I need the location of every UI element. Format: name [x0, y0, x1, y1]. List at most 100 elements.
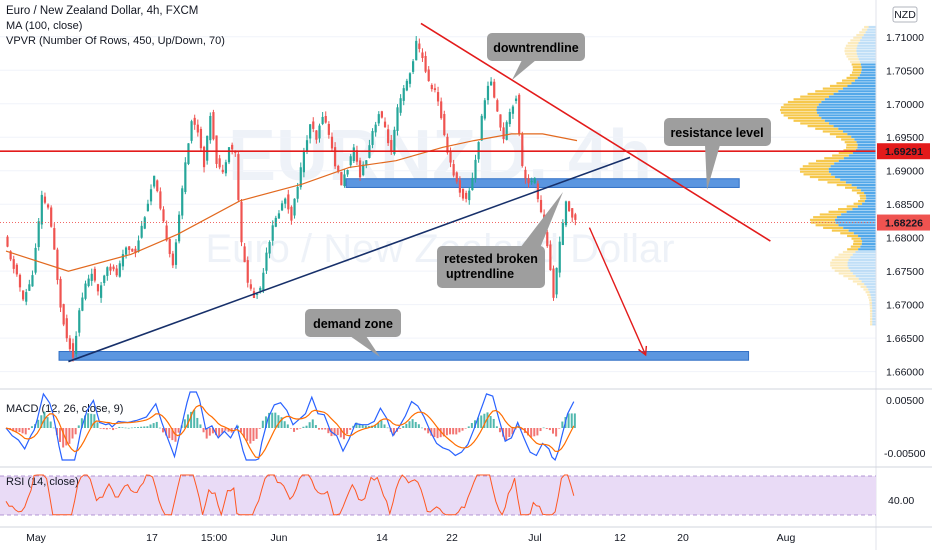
candle-body: [159, 191, 162, 209]
vp-up-bar: [838, 90, 876, 93]
vp-up-bar: [829, 122, 876, 125]
vp-up-bar: [861, 189, 876, 192]
candle-body: [393, 129, 396, 154]
vp-down-bar: [842, 250, 856, 254]
macd-histogram-bar: [405, 423, 408, 428]
ma-legend: MA (100, close): [6, 20, 83, 32]
vp-up-bar: [856, 141, 876, 144]
candle-body: [315, 130, 318, 140]
macd-histogram-bar: [236, 425, 239, 428]
macd-histogram-bar: [280, 417, 283, 428]
vpvr-legend: VPVR (Number Of Rows, 450, Up/Down, 70): [6, 35, 225, 47]
candle-body: [505, 122, 508, 140]
x-tick-label: 20: [677, 532, 689, 544]
vp-up-bar: [847, 264, 876, 267]
y-tick-label: 1.69500: [886, 132, 924, 144]
volume-profile: [779, 25, 876, 326]
macd-histogram-bar: [177, 428, 180, 433]
zones[interactable]: [58, 178, 750, 361]
vp-down-bar: [848, 58, 859, 61]
candle-body: [321, 116, 324, 124]
vp-up-bar: [847, 133, 876, 136]
candle-body: [421, 52, 424, 59]
vp-up-bar: [818, 103, 876, 106]
vp-down-bar: [813, 216, 838, 219]
rsi-legend: RSI (14, close): [6, 476, 79, 488]
vp-down-bar: [787, 116, 822, 120]
vp-up-bar: [854, 79, 876, 82]
vp-up-bar: [861, 71, 876, 74]
macd-histogram-bar: [542, 427, 545, 429]
vp-up-bar: [861, 66, 876, 69]
candle-body: [324, 116, 327, 123]
candle-body: [184, 162, 187, 193]
macd-histogram-bar: [208, 428, 211, 436]
vp-down-bar: [857, 283, 865, 286]
candle-body: [461, 188, 465, 199]
macd-histogram-bar: [433, 428, 436, 438]
candle-body: [268, 241, 271, 254]
candle-body: [474, 159, 477, 179]
vp-up-bar: [843, 87, 876, 90]
macd-histogram-bar: [293, 428, 296, 432]
macd-histogram-bar: [227, 428, 230, 432]
macd-histogram-bar: [561, 421, 564, 428]
macd-histogram-bar: [137, 427, 140, 428]
vp-down-bar: [851, 63, 861, 66]
candle-body: [59, 278, 62, 308]
macd-histogram-bar: [105, 428, 108, 430]
vp-down-bar: [832, 154, 849, 157]
vp-down-bar: [779, 108, 817, 112]
resistance-callout: resistance level: [664, 118, 771, 190]
candle-body: [390, 140, 393, 152]
rsi-pane[interactable]: RSI (14, close) 40.00: [0, 466, 932, 517]
resistance-label: resistance level: [670, 126, 763, 140]
vp-up-bar: [843, 157, 876, 160]
candle-body: [93, 268, 96, 281]
trendlines[interactable]: [0, 22, 876, 363]
candle-body: [302, 151, 305, 173]
candle-body: [486, 85, 490, 101]
vp-down-bar: [818, 178, 841, 181]
vp-up-bar: [846, 210, 876, 213]
macd-histogram-bar: [430, 428, 433, 436]
vp-down-bar: [849, 74, 860, 77]
vp-down-bar: [846, 55, 858, 58]
candle-body: [71, 343, 75, 358]
vp-up-bar: [824, 98, 876, 101]
candle-body: [168, 238, 171, 254]
candle-body: [468, 190, 471, 201]
vp-down-bar: [838, 253, 853, 256]
candle-body: [224, 162, 227, 174]
candle-body: [502, 127, 505, 140]
vp-up-bar: [861, 68, 876, 71]
macd-histogram-bar: [84, 415, 86, 428]
candle-body: [56, 249, 59, 281]
vp-down-bar: [869, 323, 873, 326]
macd-histogram-bar: [240, 428, 242, 433]
rsi-line: [5, 474, 575, 517]
macd-histogram-bar: [193, 409, 196, 428]
retest-label-2: uptrendline: [446, 267, 514, 281]
macd-histogram-bar: [392, 428, 395, 436]
macd-histogram-bar: [545, 428, 548, 429]
candle-body: [9, 251, 12, 260]
candle-body: [318, 125, 321, 139]
vp-up-bar: [831, 173, 876, 176]
candle-body: [28, 284, 31, 291]
vp-down-bar: [848, 277, 859, 280]
candle-body: [508, 111, 511, 125]
macd-histogram-bar: [464, 428, 467, 429]
time-axis[interactable]: May 17 15:00 Jun 14 22 Jul 12 20 Aug: [0, 526, 932, 544]
price-axis[interactable]: 1.71000 1.70500 1.70000 1.69500 1.69000 1.685…: [875, 0, 930, 550]
macd-histogram-bar: [65, 428, 68, 446]
candle-body: [75, 335, 78, 354]
macd-histogram-bar: [427, 428, 430, 434]
vp-up-bar: [852, 272, 876, 275]
candle-body: [399, 98, 402, 113]
vp-down-bar: [847, 248, 859, 251]
macd-pane[interactable]: MACD (12, 26, close, 9) 0.00500 -0.00500: [0, 388, 932, 462]
vp-up-bar: [818, 114, 876, 117]
vp-up-bar: [856, 52, 876, 55]
